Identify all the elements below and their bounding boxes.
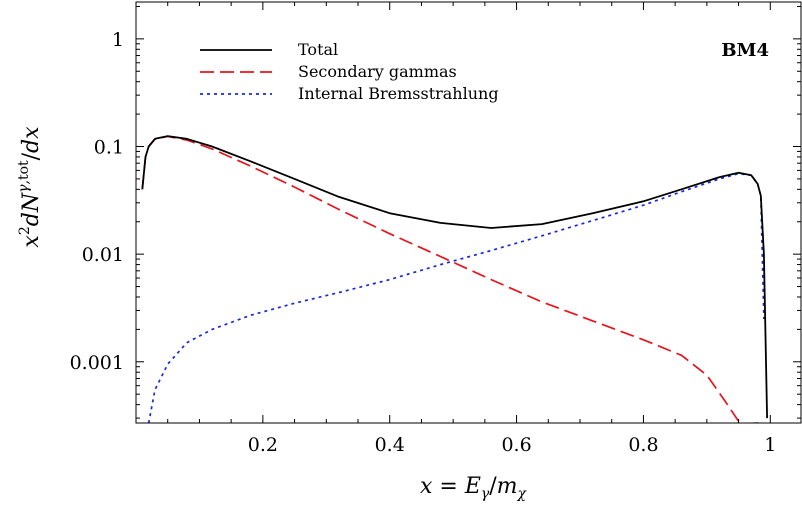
y-tick-label: 1 <box>112 29 124 51</box>
y-tick-label: 0.001 <box>70 352 124 374</box>
plot-area <box>141 135 768 423</box>
legend: Total Secondary gammas Internal Bremsstrah… <box>200 40 499 103</box>
x-tick-label: 0.2 <box>248 434 278 456</box>
y-axis: 0.001 0.01 0.1 1 <box>70 5 801 419</box>
x-tick-label: 0.8 <box>628 434 658 456</box>
x-tick-label: 0.4 <box>375 434 405 456</box>
y-axis-title: x2dNγ,tot/dx <box>16 126 44 248</box>
series-secondary-gammas <box>141 135 765 423</box>
series-total <box>141 135 768 419</box>
x-axis-title: x = Eγ/mχ <box>420 474 528 502</box>
legend-label-internal-bremsstrahlung: Internal Bremsstrahlung <box>298 84 499 103</box>
y-tick-label: 0.01 <box>82 244 124 266</box>
x-axis: 0.2 0.4 0.6 0.8 1 <box>167 2 776 456</box>
x-tick-label: 1 <box>764 434 776 456</box>
legend-label-total: Total <box>298 40 338 59</box>
legend-label-secondary-gammas: Secondary gammas <box>298 62 457 81</box>
series-internal-bremsstrahlung <box>147 172 765 423</box>
x-tick-label: 0.6 <box>501 434 531 456</box>
annotation-label: BM4 <box>721 40 769 61</box>
y-tick-label: 0.1 <box>94 137 124 159</box>
plot-frame <box>135 1 802 424</box>
axes-frame <box>135 1 802 424</box>
